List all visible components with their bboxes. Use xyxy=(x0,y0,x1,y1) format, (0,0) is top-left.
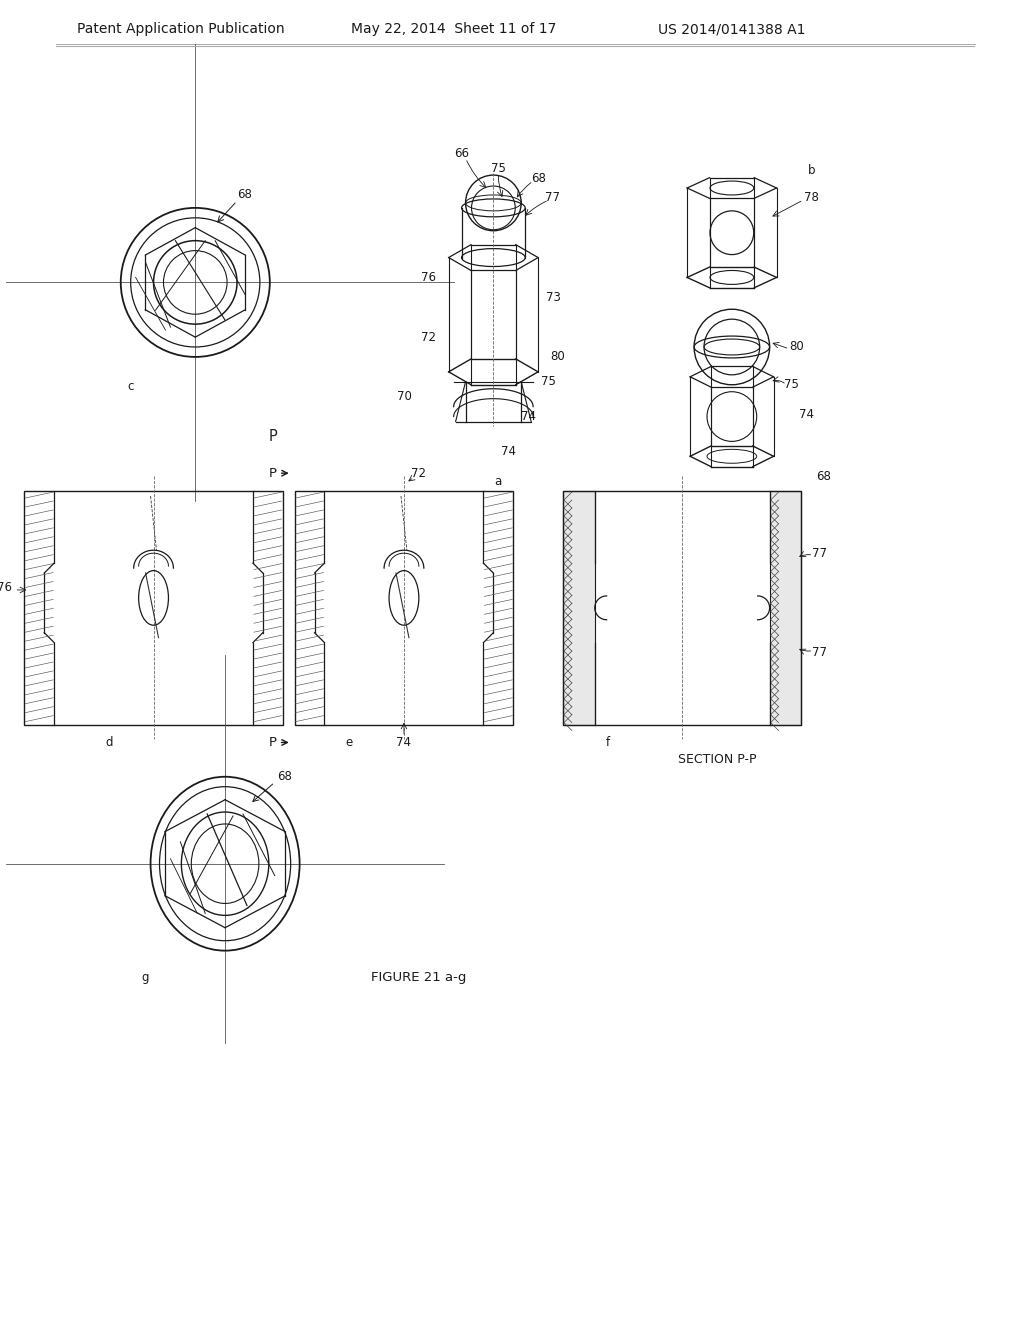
Text: b: b xyxy=(808,164,815,177)
Text: 77: 77 xyxy=(812,546,826,560)
Text: May 22, 2014  Sheet 11 of 17: May 22, 2014 Sheet 11 of 17 xyxy=(351,22,556,36)
Text: 74: 74 xyxy=(799,408,814,421)
Bar xyxy=(25,491,283,725)
Text: d: d xyxy=(105,737,113,748)
Text: g: g xyxy=(142,972,150,985)
Text: 74: 74 xyxy=(520,411,536,422)
Bar xyxy=(563,491,595,725)
Text: 75: 75 xyxy=(541,375,555,388)
Text: 74: 74 xyxy=(501,445,516,458)
Text: 68: 68 xyxy=(530,172,546,185)
Text: 77: 77 xyxy=(546,191,560,205)
Text: US 2014/0141388 A1: US 2014/0141388 A1 xyxy=(658,22,806,36)
Bar xyxy=(770,491,802,725)
Bar xyxy=(563,491,802,725)
Text: c: c xyxy=(128,380,134,393)
Text: P: P xyxy=(268,429,278,444)
Text: P: P xyxy=(268,737,276,748)
Text: f: f xyxy=(605,737,609,748)
Text: 77: 77 xyxy=(812,645,826,659)
Text: 68: 68 xyxy=(278,770,292,783)
Text: 66: 66 xyxy=(454,147,469,160)
Text: P: P xyxy=(268,467,276,479)
Text: 76: 76 xyxy=(0,581,12,594)
Text: 72: 72 xyxy=(412,467,426,479)
Text: a: a xyxy=(495,475,502,487)
Text: 70: 70 xyxy=(396,391,412,403)
Text: 68: 68 xyxy=(238,189,252,202)
Text: 75: 75 xyxy=(490,161,506,174)
Text: 73: 73 xyxy=(546,290,560,304)
Text: 68: 68 xyxy=(816,470,830,483)
Text: 74: 74 xyxy=(396,737,412,748)
Text: 72: 72 xyxy=(421,330,436,343)
Bar xyxy=(563,491,595,725)
Text: e: e xyxy=(346,737,353,748)
Bar xyxy=(770,491,802,725)
Text: FIGURE 21 a-g: FIGURE 21 a-g xyxy=(371,972,467,985)
Text: 78: 78 xyxy=(804,191,819,205)
Text: 80: 80 xyxy=(551,350,565,363)
Text: 80: 80 xyxy=(790,341,804,354)
Text: 75: 75 xyxy=(784,379,799,391)
Text: 76: 76 xyxy=(421,271,436,284)
Bar xyxy=(295,491,513,725)
Text: Patent Application Publication: Patent Application Publication xyxy=(77,22,285,36)
Text: SECTION P-P: SECTION P-P xyxy=(678,752,756,766)
